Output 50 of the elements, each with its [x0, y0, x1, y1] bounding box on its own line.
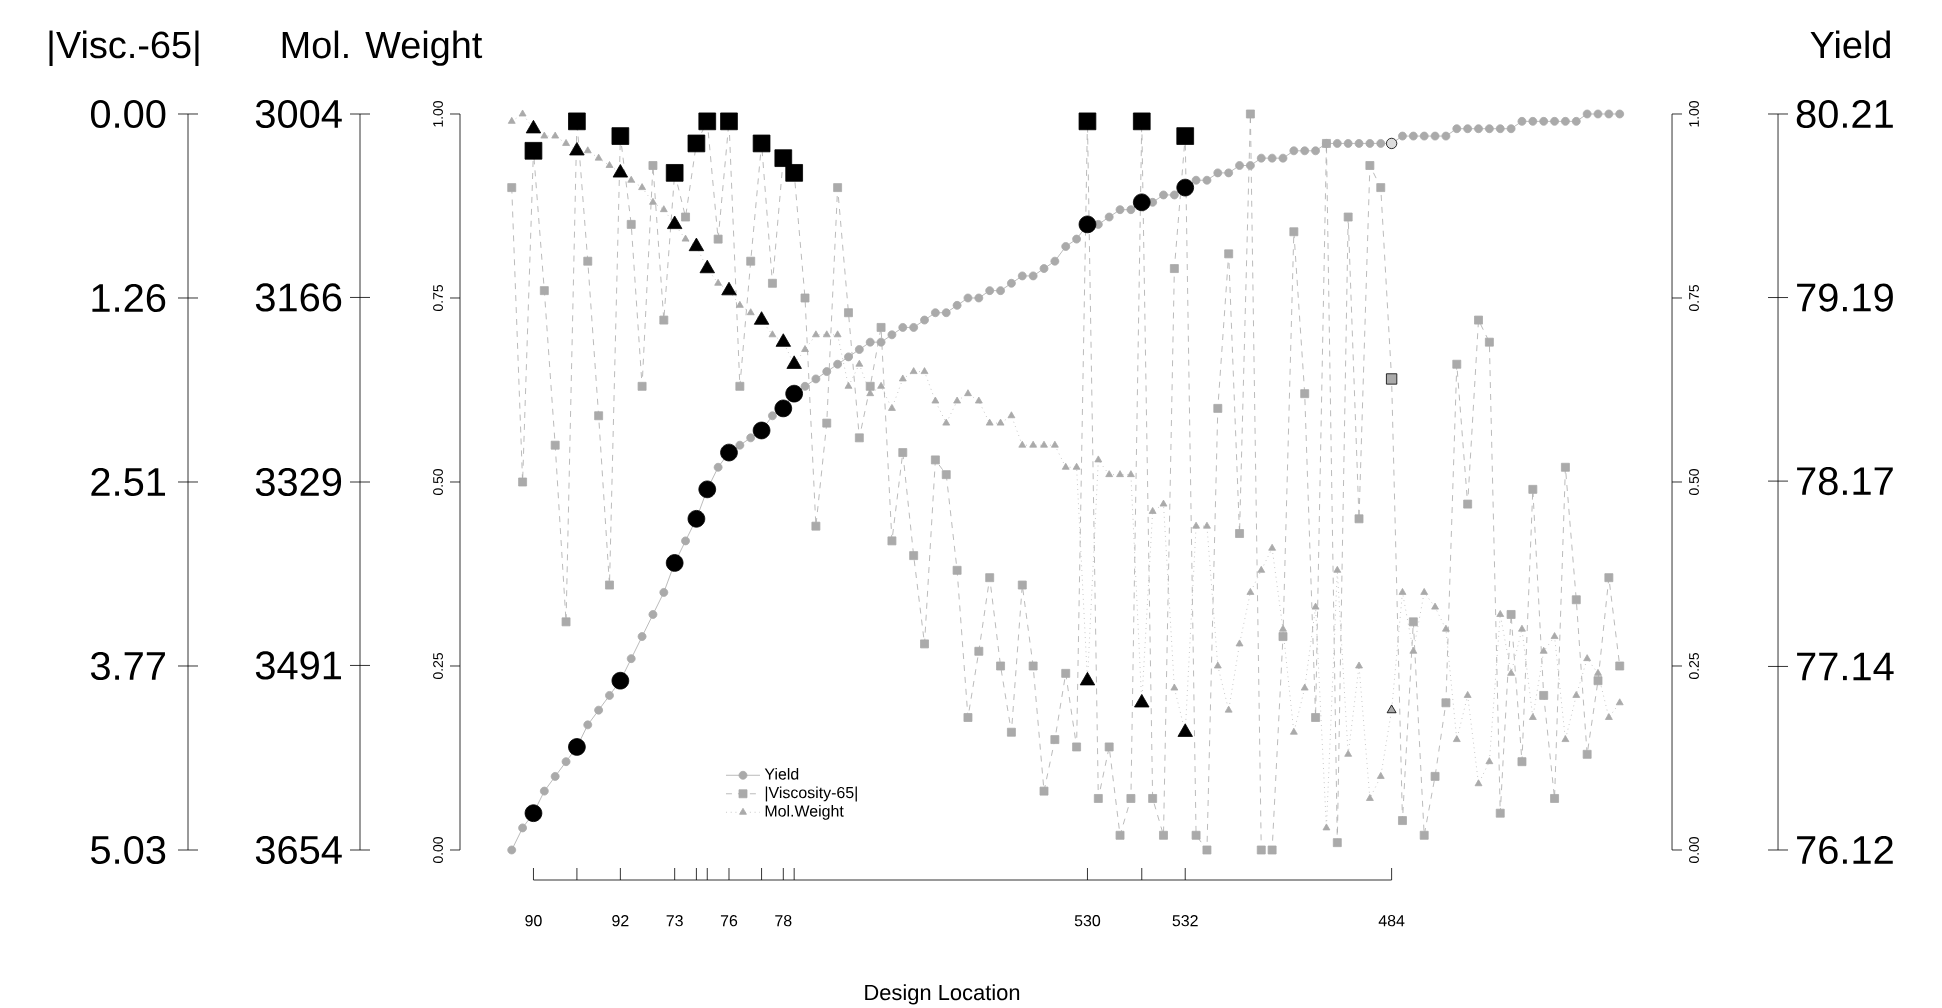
text: 0.00	[90, 99, 166, 129]
y3-tick-label: 3491	[255, 651, 341, 680]
point	[568, 112, 586, 131]
y2-tick-label: 79.19	[1797, 283, 1893, 312]
x-axis-title: Design Location	[865, 984, 1020, 1005]
y2-tick-label: 78.17	[1797, 467, 1893, 496]
point	[752, 134, 771, 153]
point	[774, 399, 793, 418]
point	[1176, 178, 1195, 197]
point	[774, 149, 793, 167]
y2-tick-label: 80.21	[1796, 99, 1893, 129]
text: 5.03	[90, 835, 166, 865]
text: 2.51	[91, 467, 166, 497]
point	[524, 141, 543, 160]
y3-axis-title: Mol. Weight	[282, 30, 483, 66]
point	[720, 112, 738, 131]
y2-tick-label: 76.12	[1797, 835, 1893, 865]
point	[1078, 215, 1097, 234]
point	[752, 421, 771, 440]
point	[1079, 671, 1096, 686]
text: 1.26	[92, 283, 166, 313]
point	[665, 164, 684, 182]
y3-tick-label: 3654	[255, 835, 342, 865]
point	[667, 215, 683, 229]
point	[721, 281, 737, 296]
point	[699, 259, 715, 274]
point	[698, 112, 717, 131]
point	[611, 127, 630, 145]
point	[665, 554, 684, 572]
point	[1132, 112, 1151, 131]
point	[688, 237, 705, 252]
point	[1078, 112, 1097, 131]
point	[687, 134, 706, 153]
point	[1132, 193, 1151, 212]
point	[698, 480, 717, 499]
y3-tick-label: 3166	[255, 283, 342, 312]
point	[1176, 127, 1195, 145]
y2-tick-label: 77.14	[1797, 652, 1894, 681]
y3-tick-label: 3329	[255, 467, 342, 497]
point	[720, 443, 738, 462]
text: 3.77	[90, 651, 165, 681]
text: |Visc.-65|	[49, 30, 199, 67]
y2-axis-title: Yield	[1810, 30, 1890, 59]
point	[687, 510, 706, 528]
point	[525, 119, 542, 134]
point	[611, 671, 630, 690]
y3-tick-label: 3004	[255, 99, 342, 129]
point	[569, 141, 585, 156]
point	[785, 384, 803, 403]
point	[524, 804, 543, 822]
